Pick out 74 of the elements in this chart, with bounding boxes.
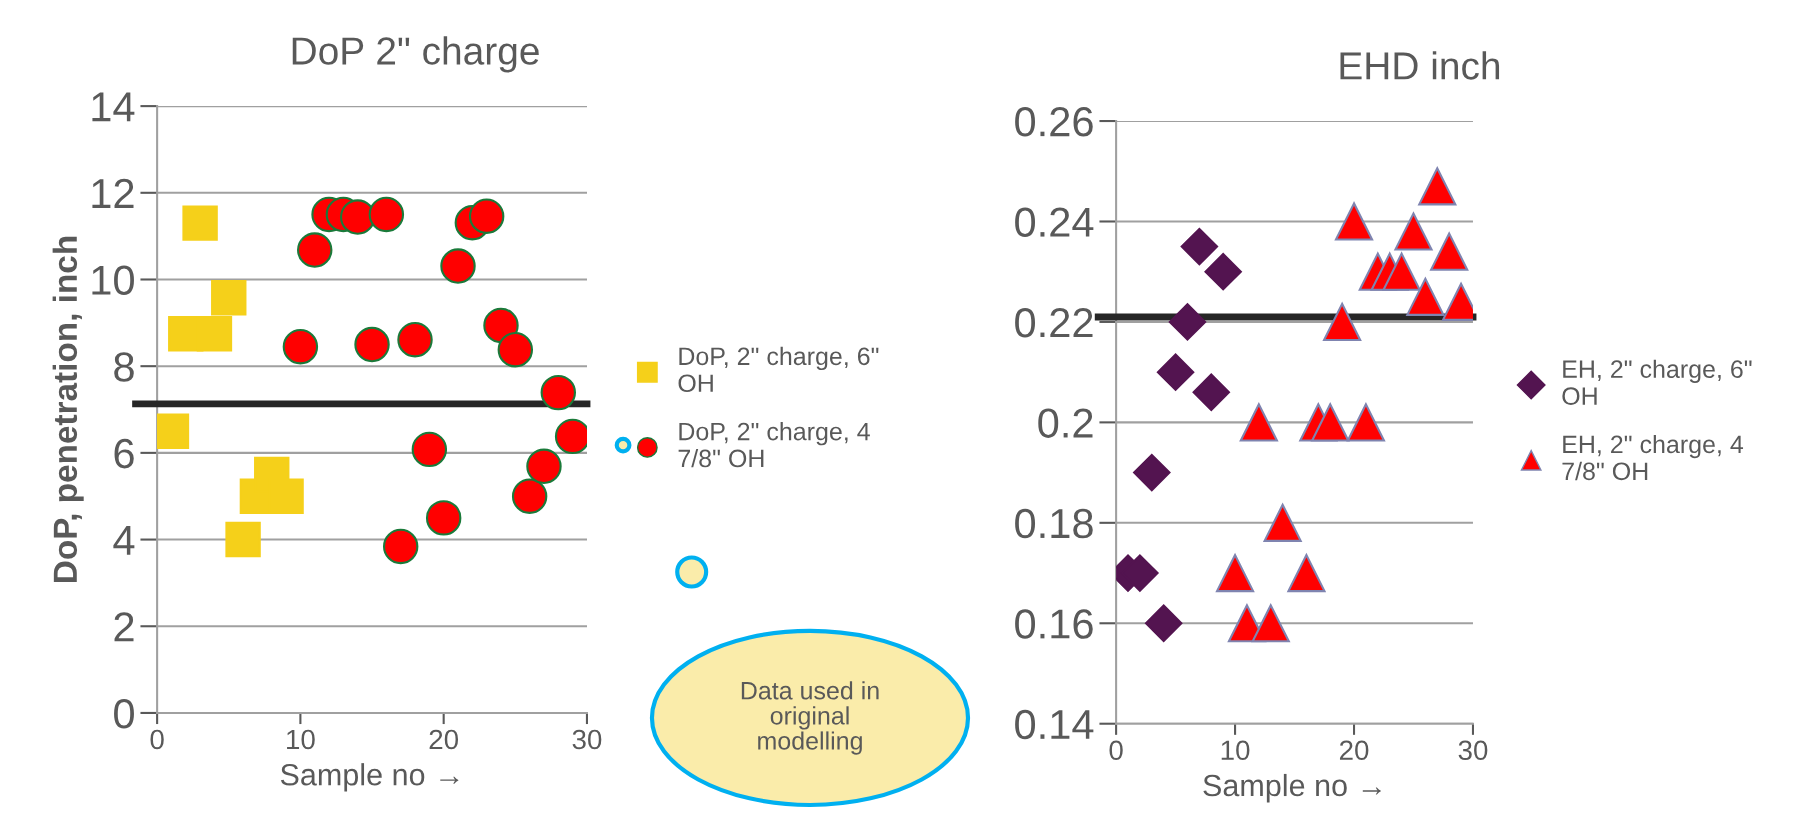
point (1287, 553, 1326, 593)
x-tick-label: 30 (572, 729, 602, 750)
y-tick-label: 12 (92, 178, 134, 208)
point (440, 248, 476, 284)
point (1418, 167, 1457, 206)
point (1180, 227, 1219, 266)
y-tick-label: 8 (114, 352, 134, 382)
text: Data used in original modelling (741, 681, 879, 755)
y-tick-label: 4 (113, 525, 135, 555)
point (1334, 202, 1374, 241)
legend-label: EH, 2" charge, 6" OH (1562, 359, 1752, 405)
point (1251, 604, 1290, 643)
y-tick-label: 10 (92, 265, 134, 295)
y-tick-label: 14 (92, 92, 135, 122)
y-tick-label: 0.14 (1015, 709, 1094, 740)
point (397, 322, 433, 358)
point (540, 374, 576, 411)
point (1144, 604, 1183, 642)
x-tick-label: 0 (1109, 740, 1123, 761)
point (468, 198, 505, 234)
point (354, 326, 390, 363)
x-tick-label: 10 (287, 729, 315, 750)
y-tick-label: 0.24 (1015, 207, 1094, 237)
point (1168, 303, 1207, 341)
point (1133, 453, 1171, 492)
point (1346, 403, 1386, 442)
y-axis-title: DoP, penetration, inch (52, 236, 84, 582)
point (1382, 252, 1421, 291)
point (1239, 403, 1278, 442)
y-tick-label: 0.22 (1015, 307, 1093, 338)
point (1323, 302, 1362, 342)
point (1192, 373, 1230, 411)
point (368, 196, 405, 233)
x-axis-title: Sample no → (280, 763, 459, 792)
point (1430, 232, 1469, 271)
y-tick-label: 0.16 (1015, 609, 1093, 639)
x-tick-label: 0 (150, 729, 164, 750)
x-tick-label: 30 (1458, 740, 1488, 761)
point (297, 232, 333, 268)
point (483, 307, 519, 344)
point (282, 328, 319, 365)
point (1406, 277, 1445, 316)
legend-label: DoP, 2" charge, 6" OH (678, 346, 879, 393)
point (340, 199, 376, 235)
point (497, 332, 534, 368)
chart-title: DoP 2" charge (292, 36, 539, 73)
point (1311, 403, 1350, 442)
y-tick-label: 0.26 (1015, 107, 1093, 137)
x-axis-title: Sample no → (1203, 773, 1381, 803)
point (211, 279, 247, 316)
point (382, 528, 419, 565)
point (225, 521, 261, 558)
y-tick-label: 0.2 (1038, 408, 1093, 438)
point (1215, 553, 1255, 593)
legend-label: DoP, 2" charge, 4 7/8" OH (678, 422, 870, 468)
point (526, 448, 562, 485)
point (196, 315, 233, 352)
y-tick-label: 0.18 (1015, 508, 1093, 539)
y-tick-label: 6 (114, 438, 134, 469)
x-tick-label: 10 (1221, 740, 1250, 761)
point (1263, 503, 1302, 542)
point (1156, 353, 1195, 391)
point (1394, 212, 1433, 251)
point (1204, 252, 1242, 291)
x-tick-label: 20 (1339, 740, 1369, 761)
y-tick-label: 2 (114, 612, 134, 642)
y-tick-label: 0 (114, 698, 134, 729)
point (511, 478, 548, 514)
point (425, 500, 462, 536)
point (411, 431, 448, 468)
legend-label: EH, 2" charge, 4 7/8" OH (1562, 434, 1744, 481)
chart-title: EHD inch (1340, 51, 1500, 80)
x-tick-label: 20 (429, 729, 459, 750)
point (182, 205, 218, 241)
